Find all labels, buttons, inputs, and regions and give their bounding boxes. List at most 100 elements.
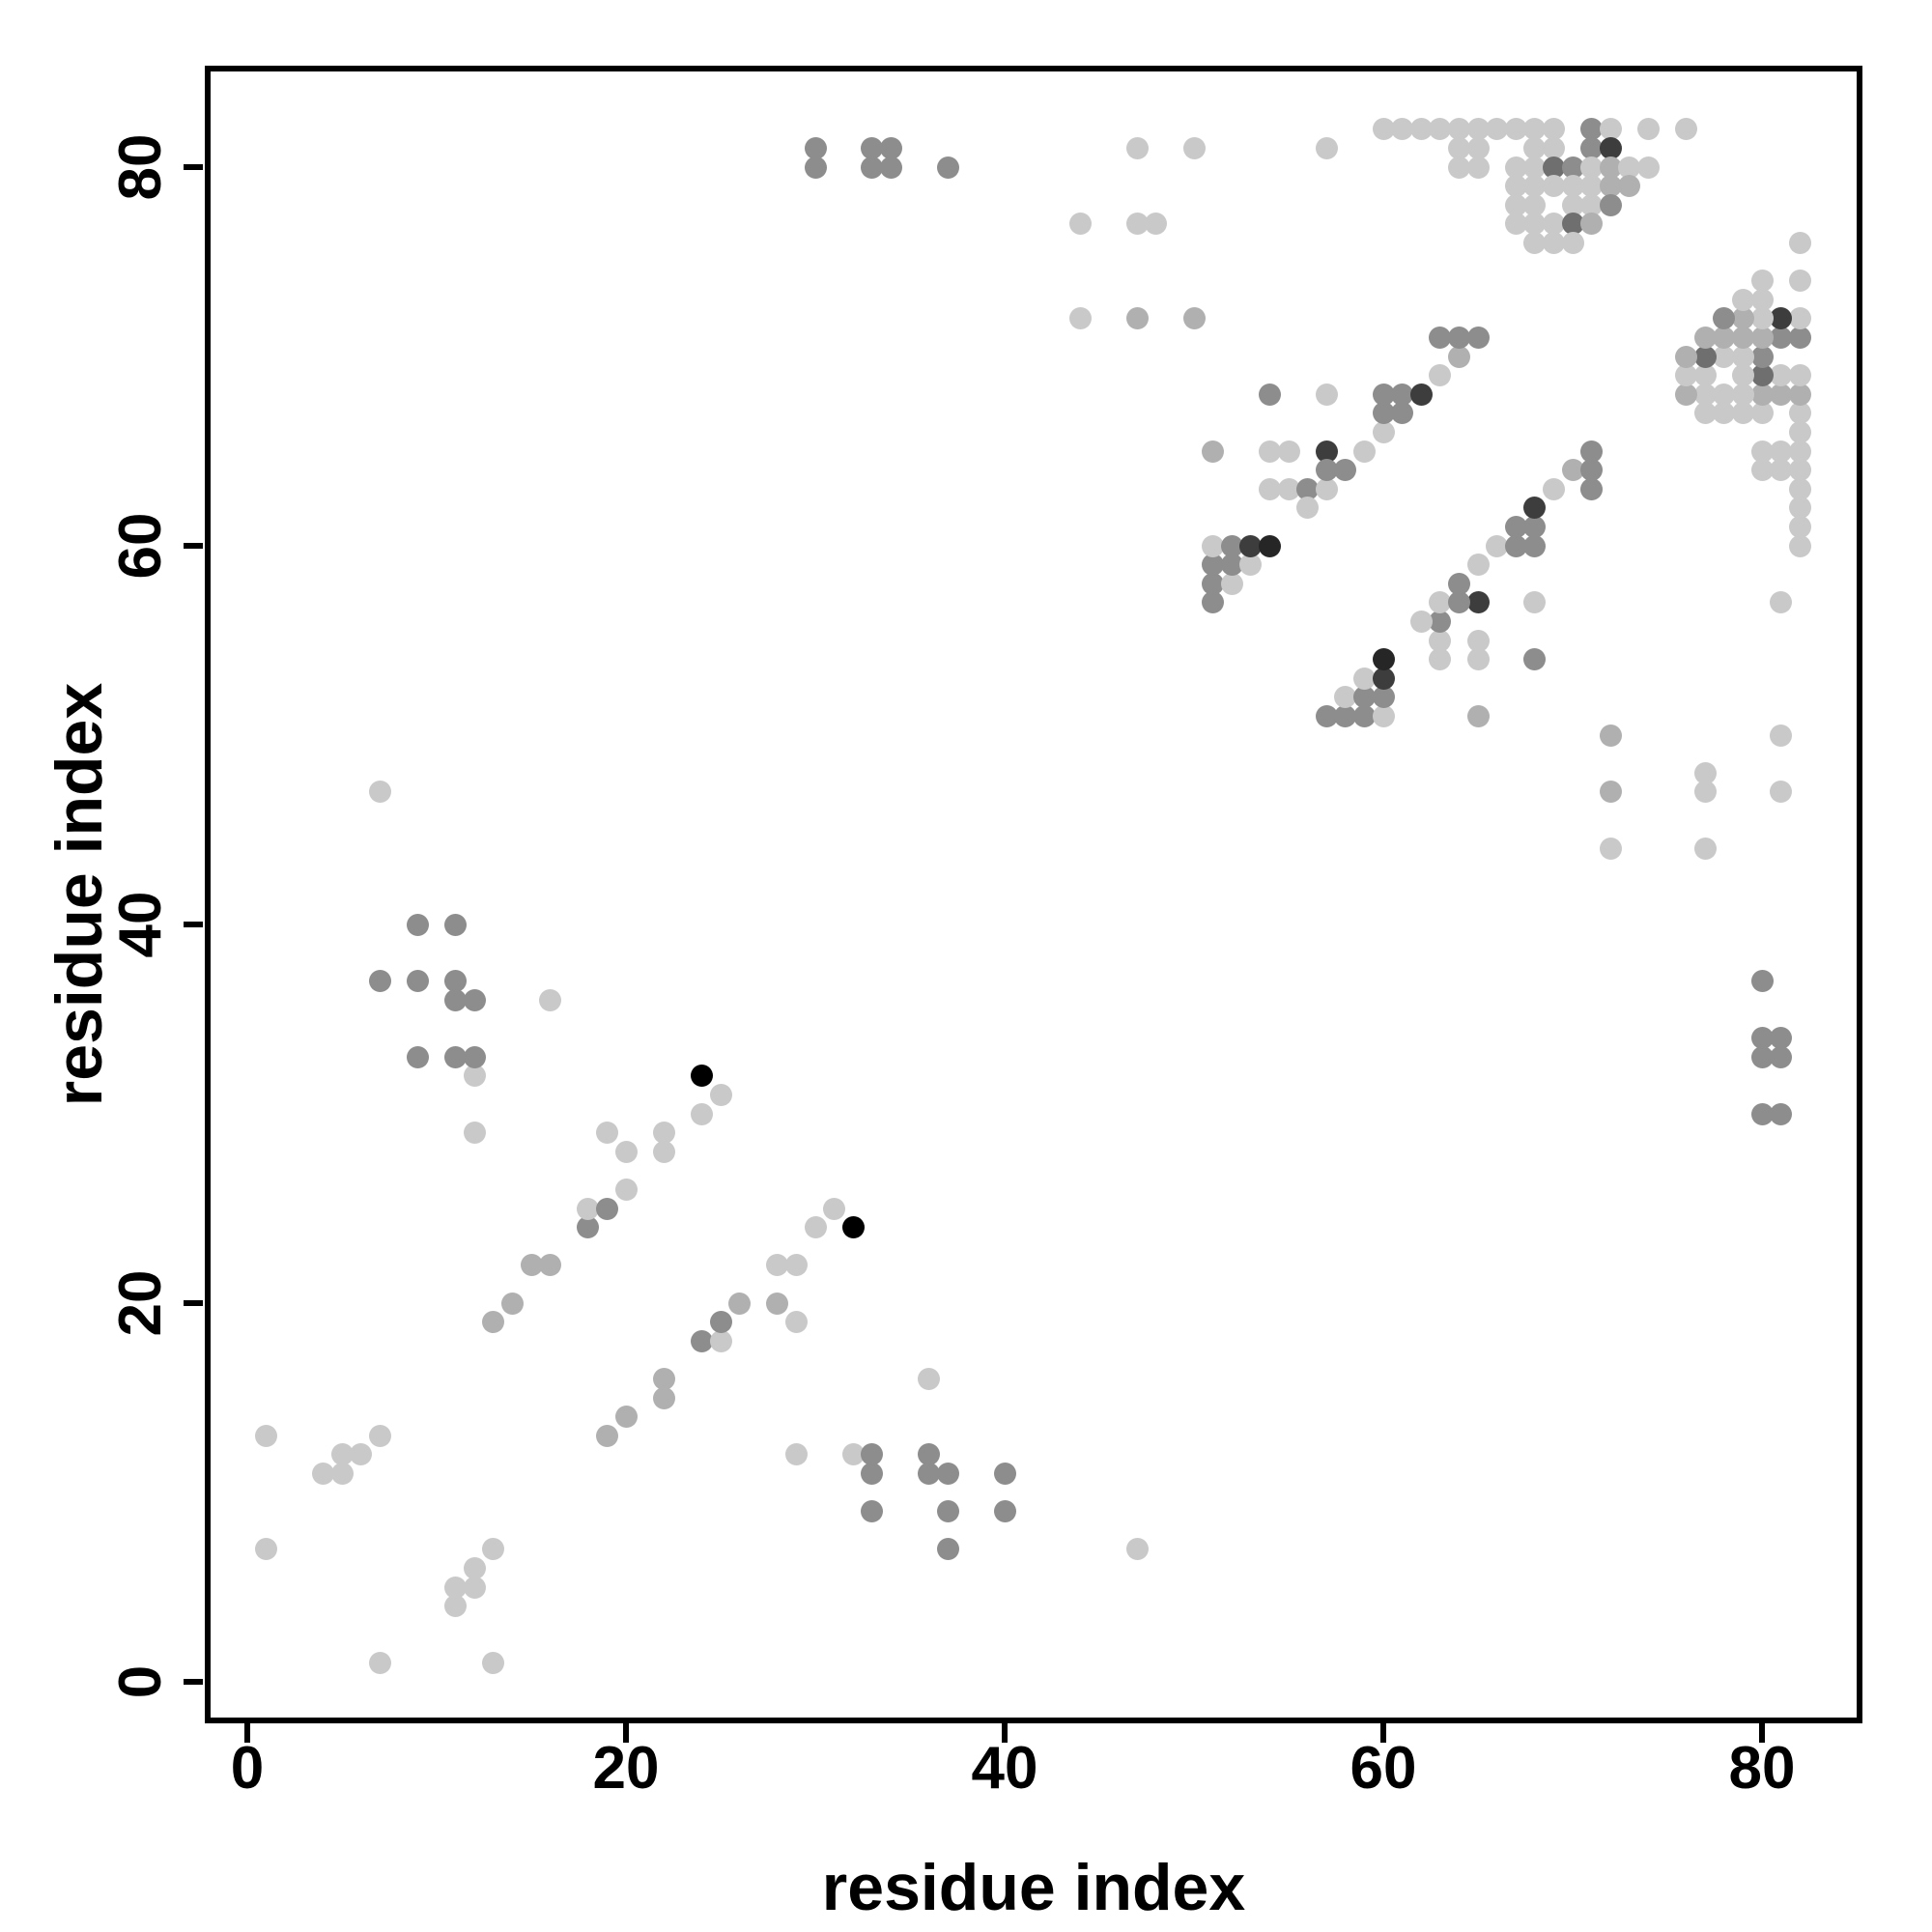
data-point bbox=[595, 1424, 618, 1447]
data-point bbox=[539, 988, 562, 1011]
data-point bbox=[1466, 648, 1490, 671]
data-point bbox=[1770, 1027, 1793, 1050]
data-point bbox=[1372, 383, 1395, 406]
data-point bbox=[1372, 402, 1395, 425]
data-point bbox=[1599, 781, 1622, 804]
data-point bbox=[1599, 838, 1622, 861]
data-point bbox=[1599, 724, 1622, 747]
data-point bbox=[368, 781, 391, 804]
data-point bbox=[879, 156, 902, 179]
y-tick-label: 40 bbox=[107, 891, 174, 958]
data-point bbox=[1713, 402, 1736, 425]
data-point bbox=[1713, 307, 1736, 330]
data-point bbox=[1561, 156, 1584, 179]
data-point bbox=[1788, 420, 1811, 443]
data-point bbox=[311, 1462, 334, 1485]
data-point bbox=[463, 1045, 486, 1068]
data-point bbox=[1770, 383, 1793, 406]
data-point bbox=[709, 1329, 732, 1352]
data-point bbox=[520, 1254, 543, 1277]
data-point bbox=[804, 156, 827, 179]
data-point bbox=[1258, 534, 1281, 557]
data-point bbox=[1580, 477, 1604, 500]
data-point bbox=[1750, 307, 1774, 330]
data-point bbox=[1466, 156, 1490, 179]
data-point bbox=[1561, 193, 1584, 216]
data-point bbox=[1561, 213, 1584, 236]
data-point bbox=[614, 1406, 638, 1429]
data-point bbox=[861, 1443, 884, 1466]
data-point bbox=[1599, 156, 1622, 179]
data-point bbox=[993, 1500, 1016, 1523]
data-point bbox=[1523, 193, 1547, 216]
data-point bbox=[1296, 477, 1320, 500]
data-point bbox=[1202, 554, 1225, 577]
data-point bbox=[1636, 118, 1660, 141]
data-point bbox=[1561, 175, 1584, 198]
data-point bbox=[1580, 459, 1604, 482]
data-point bbox=[1542, 477, 1565, 500]
data-point bbox=[1466, 704, 1490, 727]
data-point bbox=[1788, 326, 1811, 349]
data-point bbox=[595, 1122, 618, 1145]
data-point bbox=[1693, 402, 1717, 425]
data-point bbox=[1277, 477, 1300, 500]
data-point bbox=[1523, 648, 1547, 671]
data-point bbox=[804, 136, 827, 159]
data-point bbox=[861, 136, 884, 159]
data-point bbox=[1788, 231, 1811, 254]
data-point bbox=[1409, 118, 1433, 141]
x-tick-mark bbox=[244, 1723, 250, 1743]
data-point bbox=[1239, 554, 1263, 577]
data-point bbox=[1447, 572, 1470, 595]
y-tick-label: 80 bbox=[107, 133, 174, 201]
data-point bbox=[1770, 781, 1793, 804]
data-point bbox=[709, 1311, 732, 1334]
data-point bbox=[1447, 136, 1470, 159]
data-point bbox=[444, 913, 468, 936]
data-point bbox=[1580, 156, 1604, 179]
x-tick-mark bbox=[1380, 1723, 1386, 1743]
data-point bbox=[1693, 761, 1717, 784]
data-point bbox=[1580, 193, 1604, 216]
data-point bbox=[1372, 648, 1395, 671]
plot-area bbox=[205, 66, 1862, 1723]
data-point bbox=[1466, 136, 1490, 159]
data-point bbox=[1372, 420, 1395, 443]
data-point bbox=[918, 1367, 941, 1390]
data-point bbox=[1391, 402, 1414, 425]
data-point bbox=[1220, 534, 1243, 557]
data-point bbox=[1504, 534, 1527, 557]
data-point bbox=[1523, 156, 1547, 179]
data-point bbox=[1068, 307, 1092, 330]
y-tick-label: 20 bbox=[107, 1269, 174, 1337]
data-point bbox=[1068, 213, 1092, 236]
data-point bbox=[1504, 213, 1527, 236]
data-point bbox=[1523, 175, 1547, 198]
data-point bbox=[1580, 175, 1604, 198]
data-point bbox=[330, 1443, 354, 1466]
data-point bbox=[1542, 231, 1565, 254]
data-point bbox=[804, 1216, 827, 1239]
data-point bbox=[1429, 629, 1452, 652]
data-point bbox=[652, 1140, 675, 1163]
data-point bbox=[1750, 1045, 1774, 1068]
data-point bbox=[1258, 477, 1281, 500]
data-point bbox=[463, 1556, 486, 1579]
data-point bbox=[255, 1538, 278, 1561]
data-point bbox=[1750, 970, 1774, 993]
data-point bbox=[1731, 345, 1754, 368]
data-point bbox=[936, 1462, 959, 1485]
data-point bbox=[1788, 270, 1811, 293]
data-point bbox=[936, 1500, 959, 1523]
data-point bbox=[1447, 345, 1470, 368]
data-point bbox=[1788, 402, 1811, 425]
data-point bbox=[709, 1083, 732, 1106]
data-point bbox=[539, 1254, 562, 1277]
data-point bbox=[1693, 364, 1717, 387]
data-point bbox=[1315, 704, 1338, 727]
data-point bbox=[614, 1140, 638, 1163]
data-point bbox=[444, 1595, 468, 1618]
data-point bbox=[1296, 497, 1320, 520]
data-point bbox=[784, 1443, 808, 1466]
